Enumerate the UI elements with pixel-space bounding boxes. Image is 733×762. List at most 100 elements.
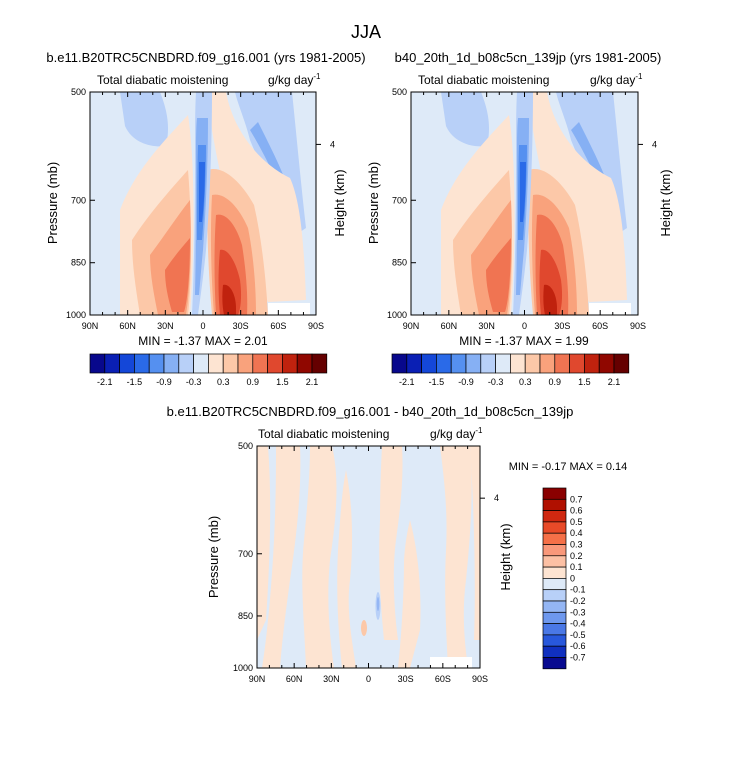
panel-1-ylabel-right: Height (km) bbox=[332, 169, 347, 236]
panel-3-ylabel: Pressure (mb) bbox=[206, 516, 221, 598]
colorbar-box bbox=[436, 353, 452, 374]
colorbar-label: -0.9 bbox=[458, 377, 474, 387]
x-tick-label: 90N bbox=[249, 674, 266, 684]
colorbar-box bbox=[178, 353, 194, 374]
colorbar-label: 0.9 bbox=[549, 377, 562, 387]
colorbar-box bbox=[282, 353, 298, 374]
panel-2-field bbox=[411, 92, 638, 315]
colorbar-box bbox=[450, 353, 467, 374]
x-tick-label: 60N bbox=[286, 674, 303, 684]
colorbar-box bbox=[104, 353, 120, 374]
x-tick-label: 90S bbox=[472, 674, 488, 684]
colorbar-label: -2.1 bbox=[97, 377, 113, 387]
panel-3-subtitle: Total diabatic moistening bbox=[258, 427, 389, 441]
x-tick-label: 30S bbox=[398, 674, 414, 684]
colorbar-box bbox=[163, 353, 180, 374]
panel-1-y-ticks: 500 700 850 1000 bbox=[66, 87, 95, 320]
x-tick-label: 0 bbox=[366, 674, 371, 684]
panel-2-units-text: g/kg day bbox=[590, 73, 635, 87]
panel-1-region-neg1 bbox=[120, 92, 168, 147]
colorbar-label: -0.1 bbox=[570, 585, 586, 595]
y-tick-label: 500 bbox=[392, 87, 407, 97]
panel-1-minmax: MIN = -1.37 MAX = 2.01 bbox=[138, 334, 268, 348]
y-tick-label: 500 bbox=[71, 87, 86, 97]
colorbar-box bbox=[267, 353, 283, 374]
panel-3-units: g/kg day-1 bbox=[430, 426, 483, 441]
panel-2-ylabel-right: Height (km) bbox=[658, 169, 673, 236]
x-tick-label: 30N bbox=[323, 674, 340, 684]
x-tick-label: 90N bbox=[403, 321, 420, 331]
panel-2-y-ticks: 500 700 850 1000 bbox=[387, 87, 416, 320]
y-tick-label: 700 bbox=[71, 195, 86, 205]
panel-1-ylabel: Pressure (mb) bbox=[45, 162, 60, 244]
y-tick-label: 850 bbox=[71, 258, 86, 268]
colorbar-box bbox=[542, 510, 567, 523]
panel-1-units: g/kg day-1 bbox=[268, 72, 321, 87]
colorbar-label: 0.9 bbox=[247, 377, 260, 387]
panel-3-y-ticks-right: 4 bbox=[480, 493, 499, 503]
panel-3-ylabel-right: Height (km) bbox=[498, 523, 513, 590]
y-tick-label: 850 bbox=[392, 258, 407, 268]
panel-3-region-pos5 bbox=[379, 446, 403, 640]
panel-2-minmax: MIN = -1.37 MAX = 1.99 bbox=[459, 334, 589, 348]
colorbar-label: 0.2 bbox=[570, 551, 583, 561]
colorbar-label: -0.4 bbox=[570, 619, 586, 629]
colorbar-box bbox=[542, 623, 567, 636]
panel-2-x-ticks: 90N 60N 30N 0 30S 60S 90S bbox=[403, 92, 646, 331]
y-tick-label: 1000 bbox=[387, 310, 407, 320]
colorbar-box bbox=[542, 589, 567, 602]
panel-2-region-pos10 bbox=[543, 284, 557, 315]
panel-3-x-ticks: 90N 60N 30N 0 30S 60S 90S bbox=[249, 446, 488, 684]
colorbar-box bbox=[296, 353, 313, 374]
colorbar-box bbox=[148, 353, 165, 374]
colorbar-label: -1.5 bbox=[429, 377, 445, 387]
y-tick-right-label: 4 bbox=[330, 139, 335, 149]
colorbar-box bbox=[208, 353, 224, 374]
panel-2-subtitle: Total diabatic moistening bbox=[418, 73, 549, 87]
colorbar-label: -0.3 bbox=[186, 377, 202, 387]
panel-1-x-ticks: 90N 60N 30N 0 30S 60S 90S bbox=[82, 92, 324, 331]
colorbar-box bbox=[569, 353, 585, 374]
colorbar-label: 0.6 bbox=[570, 506, 583, 516]
colorbar-box bbox=[542, 487, 567, 500]
colorbar-box bbox=[584, 353, 600, 374]
panel-1-jet4 bbox=[199, 162, 205, 222]
colorbar-label: 0.5 bbox=[570, 517, 583, 527]
x-tick-label: 0 bbox=[200, 321, 205, 331]
colorbar-box bbox=[542, 657, 567, 670]
panel-3-field bbox=[257, 446, 480, 668]
colorbar-box bbox=[539, 353, 556, 374]
panel-2-units-exp: -1 bbox=[635, 72, 643, 81]
panel-3-region-neg2 bbox=[376, 597, 380, 611]
colorbar-box bbox=[542, 611, 567, 624]
colorbar-label: 1.5 bbox=[276, 377, 289, 387]
colorbar-box bbox=[542, 634, 567, 647]
colorbar-box bbox=[542, 555, 567, 568]
colorbar-label: 0.4 bbox=[570, 528, 583, 538]
colorbar-label: 2.1 bbox=[608, 377, 621, 387]
figure-title: JJA bbox=[351, 22, 381, 42]
colorbar-label: -0.5 bbox=[570, 630, 586, 640]
colorbar-box bbox=[134, 353, 150, 374]
panel-3-missing bbox=[430, 657, 472, 668]
colorbar-box bbox=[554, 353, 570, 374]
panel-1-field bbox=[90, 92, 316, 315]
colorbar-box bbox=[495, 353, 511, 374]
colorbar-box bbox=[252, 353, 268, 374]
colorbar-label: 0 bbox=[570, 573, 575, 583]
colorbar-box bbox=[480, 353, 496, 374]
y-tick-label: 700 bbox=[392, 195, 407, 205]
panel-3-region-pos3 bbox=[302, 446, 337, 668]
colorbar-label: 0.7 bbox=[570, 494, 583, 504]
panel-3-region-pos6 bbox=[398, 520, 421, 668]
colorbar-label: -0.7 bbox=[570, 653, 586, 663]
colorbar-box bbox=[542, 544, 567, 557]
x-tick-label: 30N bbox=[478, 321, 495, 331]
panel-2-region-pos5 bbox=[486, 238, 511, 312]
x-tick-label: 60S bbox=[435, 674, 451, 684]
colorbar-label: 2.1 bbox=[306, 377, 319, 387]
colorbar-box bbox=[391, 353, 408, 374]
colorbar-label: -0.6 bbox=[570, 641, 586, 651]
colorbar-box bbox=[465, 353, 482, 374]
y-tick-label: 850 bbox=[238, 611, 253, 621]
